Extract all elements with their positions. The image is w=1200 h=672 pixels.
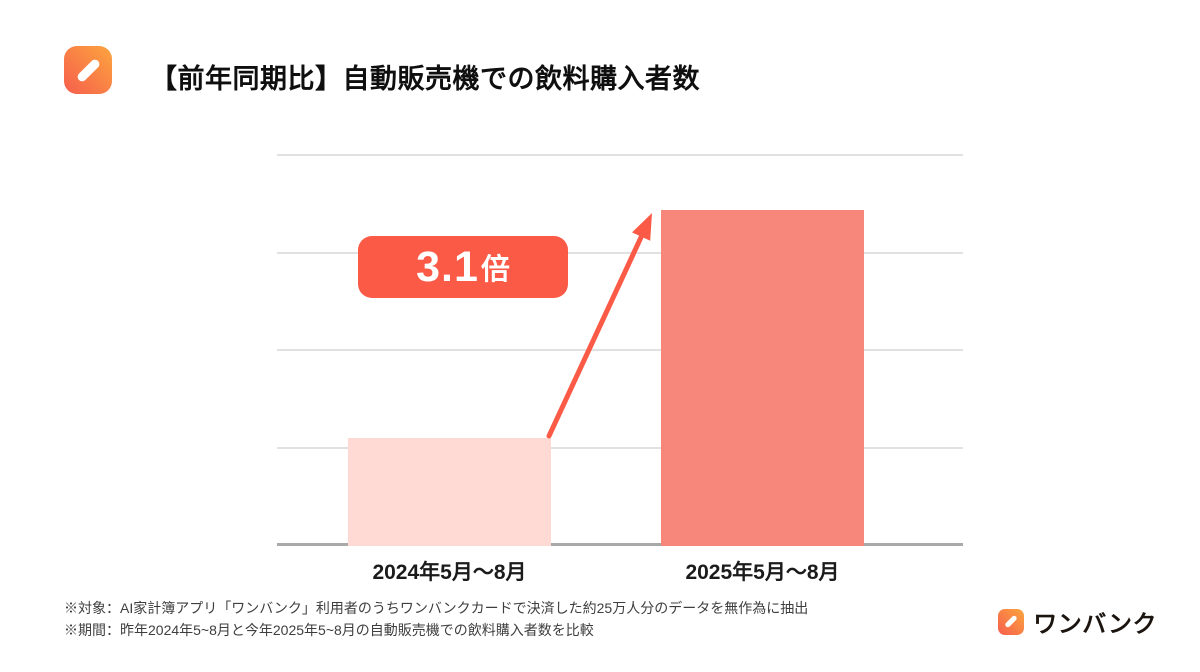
footnote-period: ※期間：昨年2024年5~8月と今年2025年5~8月の自動販売機での飲料購入者… [64, 622, 594, 638]
footnote-target: ※対象：AI家計簿アプリ「ワンバンク」利用者のうちワンバンクカードで決済した約2… [64, 600, 809, 616]
multiplier-badge: 3.1 倍 [358, 236, 568, 298]
brand-logo: ワンバンク [998, 604, 1157, 639]
brand-name: ワンバンク [1033, 611, 1157, 638]
bar-2024 [348, 438, 551, 546]
pencil-slash-icon [1004, 614, 1019, 629]
arrow-head-icon [632, 213, 652, 241]
footnotes: ※対象：AI家計簿アプリ「ワンバンク」利用者のうちワンバンクカードで決済した約2… [64, 597, 808, 641]
x-label-2024: 2024年5月〜8月 [372, 561, 527, 584]
page-title: 【前年同期比】自動販売機での飲料購入者数 [150, 64, 700, 94]
brand-logo-icon [998, 608, 1025, 635]
badge-unit: 倍 [480, 253, 510, 286]
gridline [277, 447, 963, 449]
gridline [277, 154, 963, 156]
badge-number: 3.1 [416, 242, 479, 291]
bar-2025 [661, 210, 864, 546]
app-logo-icon [64, 46, 112, 94]
x-axis-line [277, 543, 963, 546]
x-label-2025: 2025年5月〜8月 [685, 561, 840, 584]
